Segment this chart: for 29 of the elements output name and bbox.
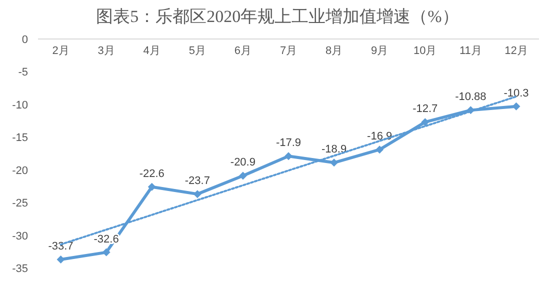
data-label: -10.3	[504, 87, 529, 100]
ytick: -25	[12, 198, 28, 210]
xtick: 7月	[280, 45, 298, 57]
xtick: 6月	[234, 45, 252, 57]
xtick: 4月	[143, 45, 160, 57]
data-label: -10.88	[455, 91, 486, 104]
ytick: -10	[12, 99, 28, 112]
data-label: -12.7	[412, 103, 438, 116]
data-label: -20.9	[230, 156, 256, 169]
data-label: -23.7	[184, 175, 210, 188]
ytick: -5	[18, 66, 28, 79]
ytick: -30	[12, 230, 28, 242]
xtick: 2月	[52, 45, 70, 57]
xtick: 3月	[98, 45, 115, 57]
xtick: 8月	[325, 45, 343, 57]
data-label: -22.6	[139, 168, 164, 180]
title: 图表5：乐都区2020年规上工业增加值增速（%）	[96, 7, 459, 26]
xtick: 11月	[459, 45, 482, 57]
data-label: -17.9	[276, 137, 302, 150]
data-label: -16.9	[367, 130, 392, 143]
data-label: -18.9	[322, 144, 347, 156]
ytick: -35	[12, 263, 28, 275]
ytick: -15	[12, 132, 28, 144]
xtick: 9月	[371, 45, 388, 57]
ytick: -20	[12, 164, 28, 177]
xtick: 5月	[188, 45, 206, 57]
ytick: 0	[22, 34, 28, 46]
xtick: 10月	[414, 45, 437, 57]
xtick: 12月	[504, 45, 528, 57]
